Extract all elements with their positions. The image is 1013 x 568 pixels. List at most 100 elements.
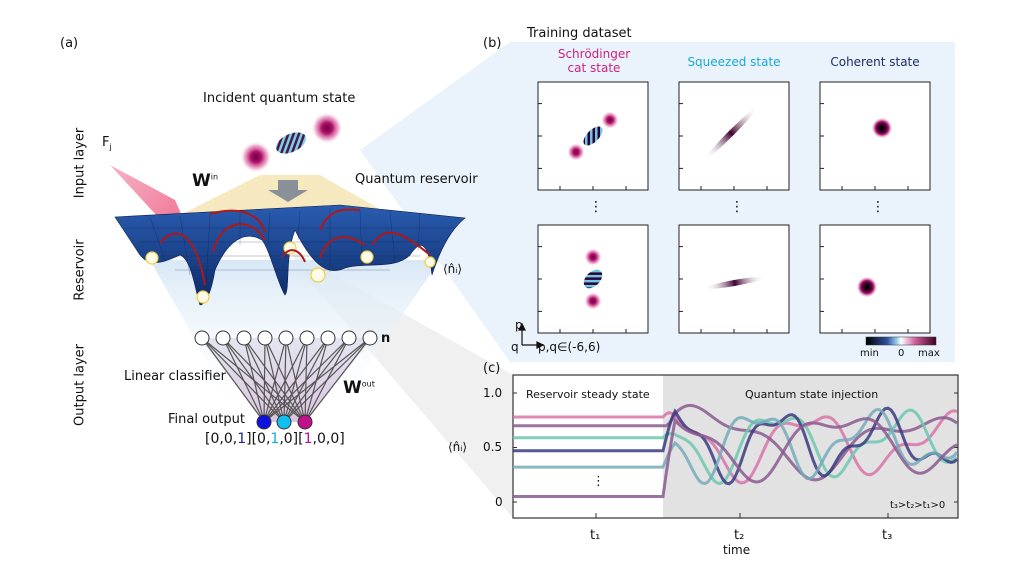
time-ordering: t₃>t₂>t₁>0 <box>890 500 946 511</box>
training-dataset-title: Training dataset <box>527 26 632 41</box>
wigner-plots <box>537 81 931 334</box>
output-layer-label: Output layer <box>72 344 88 426</box>
weight-edge <box>222 337 265 423</box>
ellipsis-coherent: ⋮ <box>871 199 885 215</box>
reservoir-node <box>299 330 315 346</box>
vec1-c: ] <box>246 431 252 447</box>
cat-lobe <box>567 143 585 161</box>
vec3-b: 1 <box>303 431 313 447</box>
wigner-plot <box>678 81 790 191</box>
vec3-c: ,0,0] <box>312 431 345 447</box>
weight-edge <box>304 337 371 423</box>
reservoir-label: Reservoir <box>72 239 88 301</box>
reservoir-node <box>341 330 357 346</box>
vec3-a: [ <box>298 431 304 447</box>
reservoir-node <box>320 330 336 346</box>
w-out-symbol: W <box>343 378 362 398</box>
wigner-plot <box>819 224 931 334</box>
quantum-reservoir-label: Quantum reservoir <box>355 172 478 187</box>
weight-edge <box>263 337 308 423</box>
panel-label-a: (a) <box>60 36 79 51</box>
vec2-a: [0, <box>251 431 271 447</box>
output-node <box>276 414 292 430</box>
field-label: Fj <box>102 135 112 152</box>
wigner-plot <box>678 224 790 334</box>
output-vector-3: [1,0,0] <box>298 431 345 447</box>
ellipsis-squeezed: ⋮ <box>730 199 744 215</box>
input-layer-label: Input layer <box>72 127 88 199</box>
steady-state-label: Reservoir steady state <box>526 388 650 401</box>
wigner-plot <box>819 81 931 191</box>
reservoir-node <box>194 330 210 346</box>
weight-edge <box>263 337 266 423</box>
injection-arrow-icon <box>268 180 308 202</box>
plot-frame <box>678 81 790 191</box>
plot-frame <box>678 224 790 334</box>
squeezed-ellipse <box>705 276 765 289</box>
vec1-b: 1 <box>237 431 247 447</box>
occupation-plot <box>512 374 959 519</box>
occupation-series <box>513 408 958 486</box>
zoom-cone-b <box>360 42 510 362</box>
w-in-superscript: in <box>210 172 219 182</box>
weight-edge <box>201 337 265 423</box>
occupation-series <box>513 417 958 499</box>
reservoir-node <box>215 330 231 346</box>
xtick-t3: t₃ <box>882 528 893 543</box>
coherent-blob <box>871 117 893 139</box>
column-title-coherent: Coherent state <box>830 55 920 69</box>
coherent-blob <box>856 276 878 298</box>
panel-label-c: (c) <box>483 361 501 376</box>
field-symbol: F <box>102 135 110 150</box>
y-axis-label: ⟨n̂ᵢ⟩ <box>448 440 468 454</box>
injection-region <box>663 375 958 518</box>
reservoir-node <box>362 330 378 346</box>
injection-label: Quantum state injection <box>745 388 879 401</box>
colorbar-zero: 0 <box>898 348 905 359</box>
interference-fringes <box>583 126 603 146</box>
w-in-label: Win <box>192 171 218 191</box>
ytick-0: 0 <box>495 495 503 509</box>
weight-edge <box>263 337 350 423</box>
output-node <box>256 414 272 430</box>
vec2-c: ,0] <box>279 431 299 447</box>
output-vector-2: [0,1,0] <box>252 431 299 447</box>
range-label: p,q∈(-6,6) <box>538 340 601 354</box>
weight-edge <box>263 337 287 423</box>
output-vectors: [0,0,1][0,1,0][1,0,0] <box>205 431 345 447</box>
reservoir-node <box>257 330 273 346</box>
weight-edge <box>243 337 265 423</box>
w-out-superscript: out <box>361 379 375 389</box>
field-subscript: j <box>109 142 112 152</box>
reservoir-node <box>236 330 252 346</box>
plot-frame <box>512 374 959 519</box>
occupation-label: ⟨n̂ᵢ⟩ <box>443 262 463 276</box>
squeezed-ellipse <box>705 107 757 159</box>
weight-edge <box>283 337 371 423</box>
panel-label-b: (b) <box>483 36 502 51</box>
weight-edge <box>263 337 329 423</box>
ellipsis-series: ⋮ <box>592 474 605 489</box>
colorbar-max: max <box>918 348 940 359</box>
incident-state-wigner <box>240 112 343 173</box>
ytick-05: 0.5 <box>483 440 503 454</box>
wigner-plot <box>537 81 649 191</box>
final-output-label: Final output <box>168 412 245 427</box>
axis-q-label: q <box>511 340 519 354</box>
cat-lobe <box>601 111 619 129</box>
w-in-symbol: W <box>192 171 211 191</box>
interference-fringes <box>583 269 603 289</box>
output-node <box>297 414 313 430</box>
xtick-t2: t₂ <box>734 528 745 543</box>
column-title-cat: Schrödinger cat state <box>557 47 631 75</box>
reservoir-surface <box>114 204 466 306</box>
coupling-arrows <box>159 208 431 286</box>
vec2-b: 1 <box>270 431 280 447</box>
reservoir-node <box>278 330 294 346</box>
occupation-series <box>513 407 959 486</box>
classifier-network <box>194 330 378 430</box>
x-axis-label: time <box>723 543 751 557</box>
cat-lobe <box>584 292 602 310</box>
